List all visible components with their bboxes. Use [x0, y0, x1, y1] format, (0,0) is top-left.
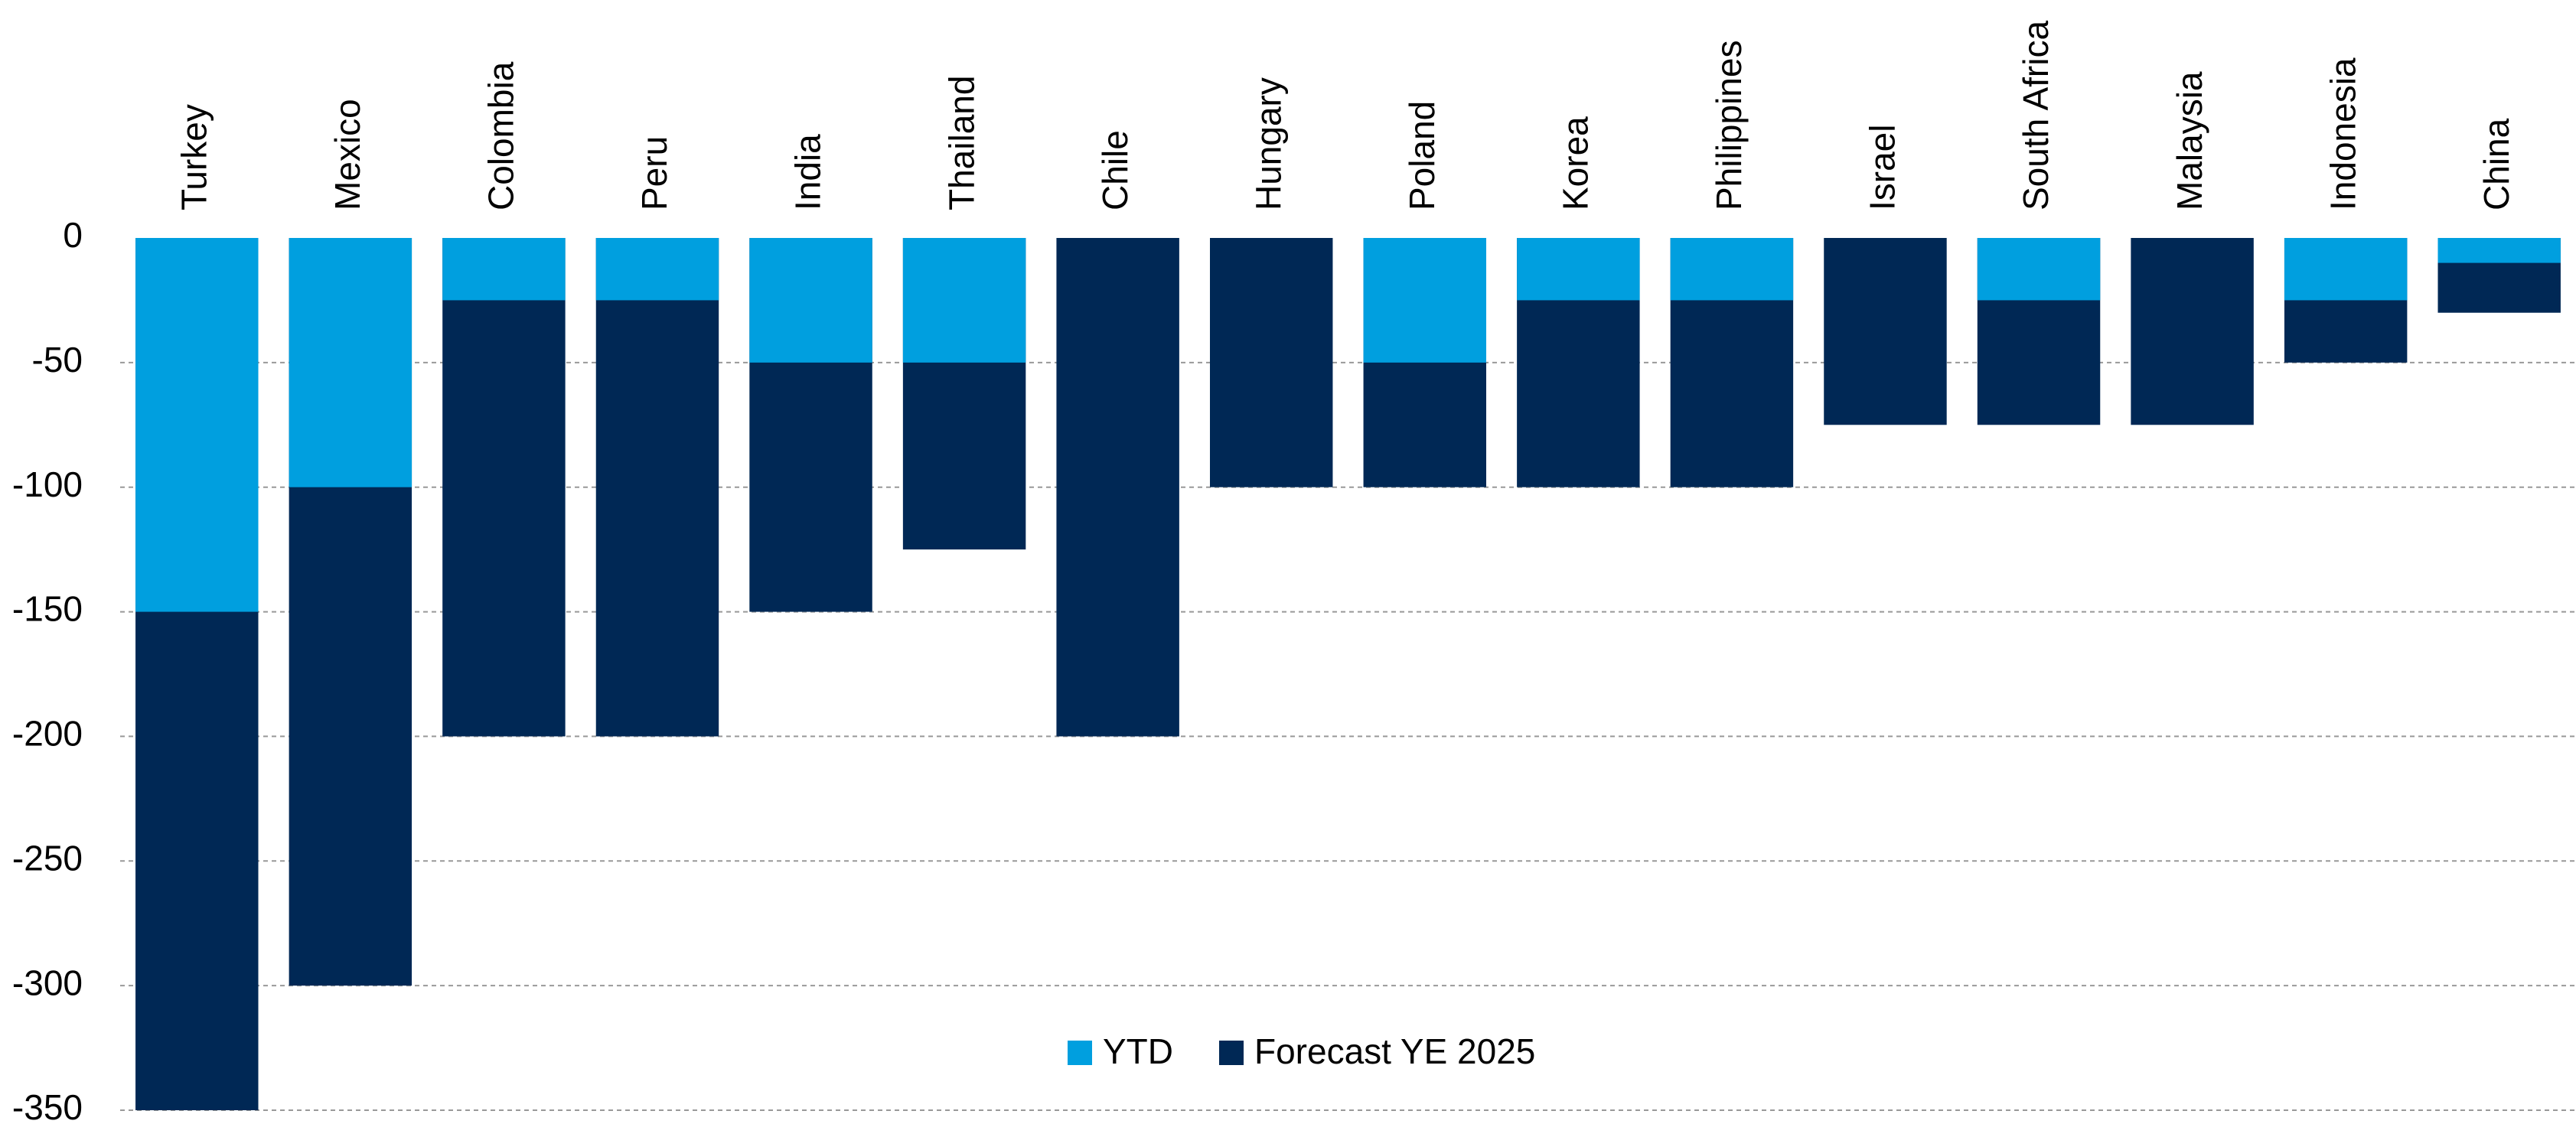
x-tick-label: Poland [1402, 101, 1442, 210]
y-tick-label: -350 [12, 1087, 83, 1127]
x-tick-label: Thailand [941, 76, 981, 210]
x-tick-label: Hungary [1248, 77, 1288, 210]
x-tick-label: Mexico [328, 99, 367, 210]
bar [2284, 238, 2408, 301]
bar [1977, 238, 2101, 301]
bar [1209, 238, 1333, 487]
x-tick-label: Malaysia [2170, 71, 2209, 210]
x-tick-label: Peru [634, 136, 674, 210]
x-tick-label: Korea [1556, 116, 1596, 210]
legend-label: Forecast YE 2025 [1254, 1031, 1535, 1071]
x-tick-label: Chile [1095, 130, 1135, 210]
y-tick-label: -100 [12, 464, 83, 504]
bar [135, 238, 259, 612]
y-tick-label: -50 [32, 340, 83, 380]
y-tick-label: -300 [12, 963, 83, 1002]
legend-swatch [1068, 1041, 1092, 1065]
y-tick-label: 0 [63, 215, 83, 255]
bar [442, 238, 566, 301]
y-tick-label: -250 [12, 838, 83, 878]
bar [1517, 238, 1640, 301]
bar [902, 238, 1026, 363]
legend-label: YTD [1103, 1031, 1173, 1071]
x-tick-label: Turkey [174, 104, 214, 210]
bar [2437, 238, 2561, 263]
x-tick-label: South Africa [2016, 21, 2056, 210]
bar [595, 238, 719, 737]
x-tick-label: Philippines [1709, 41, 1749, 210]
bar [1824, 238, 1947, 425]
bar [1363, 238, 1487, 363]
bar [1670, 238, 1794, 301]
bar [749, 238, 872, 363]
x-tick-label: Indonesia [2323, 57, 2362, 210]
bar [595, 238, 719, 301]
x-tick-label: India [788, 134, 828, 210]
x-tick-label: China [2477, 118, 2516, 210]
y-tick-label: -150 [12, 589, 83, 629]
y-tick-label: -200 [12, 714, 83, 754]
bar [2131, 238, 2254, 425]
bar [442, 238, 566, 737]
bar [1056, 238, 1179, 737]
x-tick-label: Israel [1863, 125, 1903, 210]
legend-swatch [1219, 1041, 1244, 1065]
bar [289, 238, 412, 487]
x-tick-label: Colombia [481, 61, 521, 210]
